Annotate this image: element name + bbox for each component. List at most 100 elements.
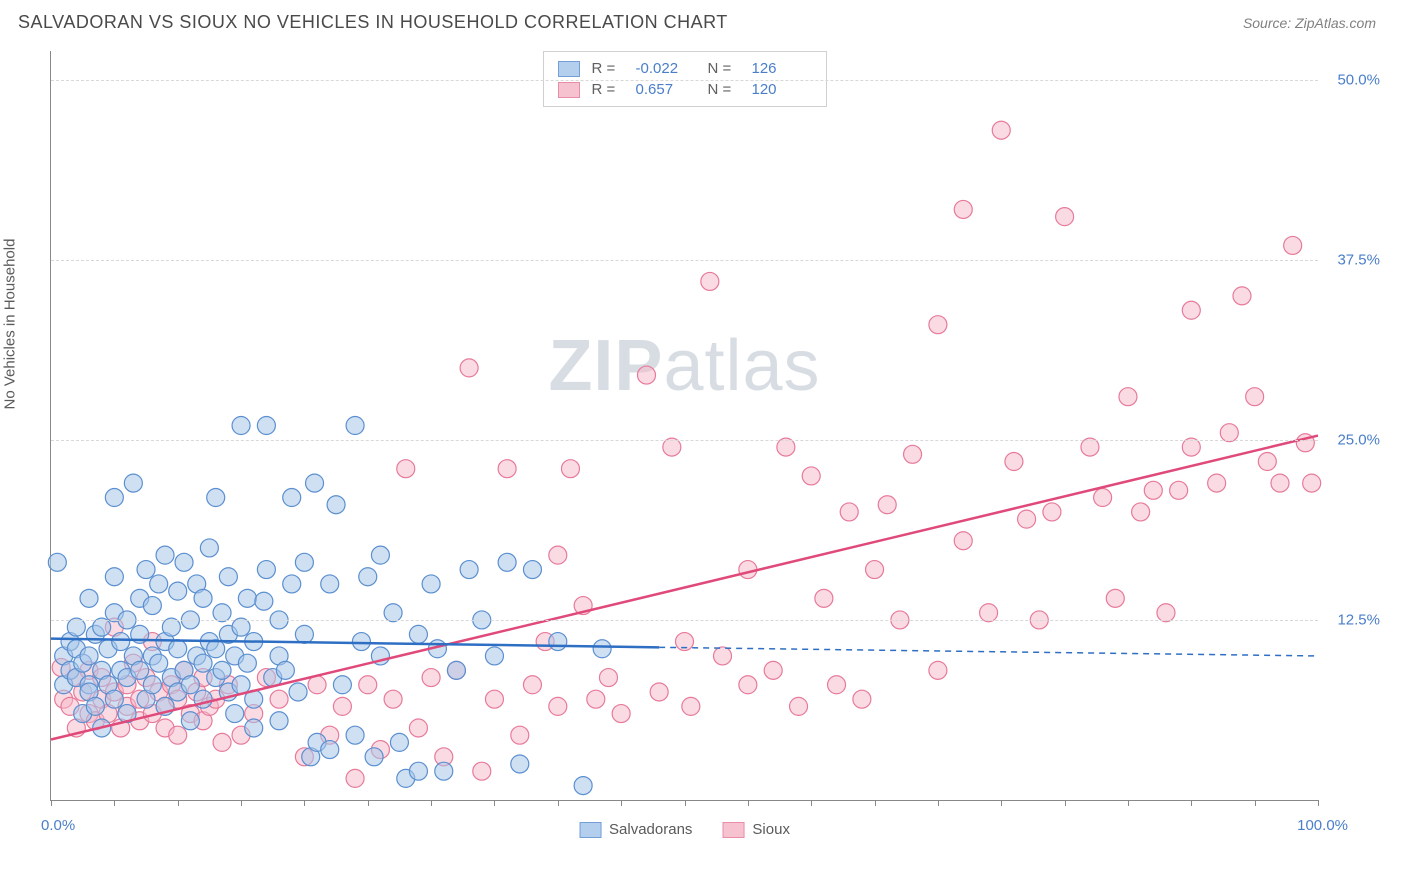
sioux-point xyxy=(169,726,187,744)
legend-label: Salvadorans xyxy=(609,821,692,838)
sioux-point xyxy=(840,503,858,521)
n-value: 120 xyxy=(752,81,812,98)
sioux-point xyxy=(599,669,617,687)
salvadorans-point xyxy=(143,597,161,615)
x-tick xyxy=(494,800,495,806)
chart-title: SALVADORAN VS SIOUX NO VEHICLES IN HOUSE… xyxy=(18,12,728,33)
sioux-point xyxy=(523,676,541,694)
sioux-point xyxy=(929,661,947,679)
sioux-point xyxy=(1144,481,1162,499)
gridline xyxy=(51,260,1318,261)
swatch-icon xyxy=(722,822,744,838)
salvadorans-point xyxy=(112,633,130,651)
sioux-point xyxy=(346,769,364,787)
salvadorans-point xyxy=(289,683,307,701)
sioux-point xyxy=(904,445,922,463)
legend-item-sioux: Sioux xyxy=(722,821,790,838)
swatch-icon xyxy=(558,82,580,98)
salvadorans-point xyxy=(131,661,149,679)
x-tick xyxy=(431,800,432,806)
sioux-point xyxy=(549,546,567,564)
sioux-point xyxy=(1094,489,1112,507)
x-tick xyxy=(1001,800,1002,806)
sioux-point xyxy=(213,733,231,751)
salvadorans-point xyxy=(80,647,98,665)
salvadorans-point xyxy=(105,690,123,708)
sioux-point xyxy=(1182,301,1200,319)
n-label: N = xyxy=(708,60,740,77)
salvadorans-point xyxy=(352,633,370,651)
salvadorans-point xyxy=(321,575,339,593)
salvadorans-point xyxy=(232,676,250,694)
salvadorans-point xyxy=(238,589,256,607)
sioux-point xyxy=(1271,474,1289,492)
salvadorans-point xyxy=(295,625,313,643)
sioux-point xyxy=(637,366,655,384)
sioux-point xyxy=(866,561,884,579)
x-tick xyxy=(1318,800,1319,806)
sioux-point xyxy=(828,676,846,694)
y-tick-label: 37.5% xyxy=(1337,251,1380,268)
x-tick xyxy=(811,800,812,806)
r-label: R = xyxy=(592,60,624,77)
x-tick xyxy=(1191,800,1192,806)
salvadorans-point xyxy=(523,561,541,579)
x-tick xyxy=(621,800,622,806)
salvadorans-point xyxy=(226,705,244,723)
swatch-icon xyxy=(579,822,601,838)
sioux-point xyxy=(485,690,503,708)
salvadorans-point xyxy=(124,474,142,492)
sioux-point xyxy=(802,467,820,485)
salvadorans-point xyxy=(232,417,250,435)
r-value: 0.657 xyxy=(636,81,696,98)
sioux-point xyxy=(422,669,440,687)
r-label: R = xyxy=(592,81,624,98)
sioux-point xyxy=(1119,388,1137,406)
sioux-point xyxy=(1132,503,1150,521)
salvadorans-point xyxy=(346,417,364,435)
salvadorans-point xyxy=(295,553,313,571)
salvadorans-point xyxy=(137,561,155,579)
x-tick xyxy=(938,800,939,806)
legend-label: Sioux xyxy=(752,821,790,838)
salvadorans-point xyxy=(245,719,263,737)
sioux-point xyxy=(1233,287,1251,305)
salvadorans-point xyxy=(276,661,294,679)
x-axis-min-label: 0.0% xyxy=(41,817,75,834)
salvadorans-point xyxy=(257,561,275,579)
scatter-svg xyxy=(51,51,1318,800)
swatch-icon xyxy=(558,61,580,77)
series-legend: Salvadorans Sioux xyxy=(579,821,790,838)
salvadorans-point xyxy=(346,726,364,744)
sioux-point xyxy=(384,690,402,708)
salvadorans-point xyxy=(200,539,218,557)
salvadorans-point xyxy=(498,553,516,571)
x-tick xyxy=(558,800,559,806)
x-tick xyxy=(304,800,305,806)
salvadorans-point xyxy=(181,676,199,694)
salvadorans-point xyxy=(283,575,301,593)
salvadorans-point xyxy=(169,640,187,658)
sioux-point xyxy=(587,690,605,708)
salvadorans-point xyxy=(321,741,339,759)
sioux-point xyxy=(1246,388,1264,406)
sioux-point xyxy=(359,676,377,694)
gridline xyxy=(51,440,1318,441)
salvadorans-point xyxy=(219,568,237,586)
salvadorans-point xyxy=(359,568,377,586)
salvadorans-trendline-dashed xyxy=(659,647,1318,656)
sioux-point xyxy=(764,661,782,679)
sioux-point xyxy=(853,690,871,708)
salvadorans-point xyxy=(422,575,440,593)
sioux-point xyxy=(929,316,947,334)
gridline xyxy=(51,620,1318,621)
y-tick-label: 25.0% xyxy=(1337,431,1380,448)
sioux-trendline xyxy=(51,436,1318,740)
salvadorans-point xyxy=(207,640,225,658)
sioux-point xyxy=(682,697,700,715)
y-axis-title: No Vehicles in Household xyxy=(2,239,19,410)
sioux-point xyxy=(739,676,757,694)
salvadorans-point xyxy=(409,762,427,780)
sioux-point xyxy=(511,726,529,744)
salvadorans-point xyxy=(150,654,168,672)
